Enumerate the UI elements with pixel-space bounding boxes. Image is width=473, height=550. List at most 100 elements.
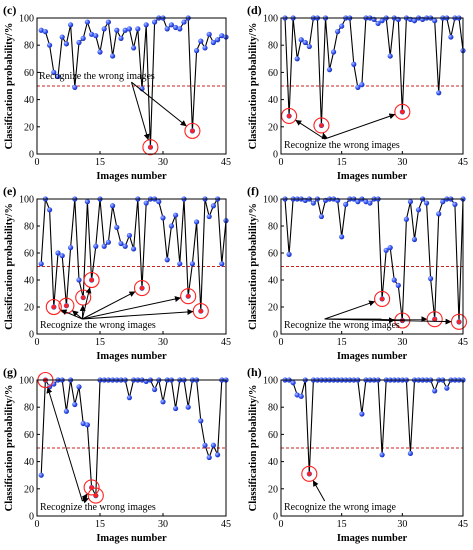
data-point [72,84,78,90]
data-point [206,31,212,37]
data-point [63,41,69,47]
data-point [395,282,401,288]
x-tick-label: 0 [35,157,40,168]
y-tick-label: 0 [29,330,34,341]
x-tick-label: 30 [158,519,168,530]
wrong-image-point [400,109,405,115]
wrong-image-point [64,303,69,308]
data-point [290,380,296,386]
data-point [383,247,389,253]
data-point [93,243,99,249]
annotation-arrow [60,309,83,320]
y-tick-label: 100 [19,14,34,25]
annotation-arrow [131,82,150,141]
data-point [173,212,179,218]
data-point [335,29,341,35]
annotation-arrow [295,119,325,140]
series-line [284,17,464,126]
data-point [415,207,422,213]
data-point [55,73,61,80]
data-point [80,420,86,427]
y-tick-label: 100 [263,195,278,206]
wrong-image-point [456,319,462,325]
y-tick-label: 0 [273,330,278,341]
data-point [164,257,170,263]
wrong-image-point [93,493,99,498]
data-point [351,61,357,67]
data-point [202,45,208,51]
series-line [40,378,226,498]
chart-panel: (g)Recognize the wrong images02040608010… [3,365,231,544]
data-point [84,422,90,428]
data-point [298,393,304,399]
y-tick-label: 100 [19,376,34,387]
data-point [375,20,381,27]
x-tick-label: 30 [397,157,407,168]
x-tick-label: 45 [458,157,468,168]
data-point [72,401,78,408]
plot-frame [36,198,227,335]
y-tick-label: 20 [24,484,34,495]
data-point [76,384,82,390]
chart-panel: (e)Recognize the wrong images02040608010… [3,184,231,362]
data-point [363,199,369,205]
data-point [89,31,95,37]
wrong-image-point [139,285,145,291]
y-tick-label: 80 [268,222,278,233]
x-tick-label: 45 [221,157,231,168]
plot-frame [280,17,464,155]
panel-label: (g) [3,365,17,379]
data-point [164,26,170,32]
y-tick-label: 20 [24,122,34,133]
data-point [428,276,434,282]
x-tick-label: 45 [458,519,468,530]
y-tick-label: 40 [268,457,278,468]
series-line [284,197,464,322]
annotation-text: Recognize the wrong images [39,71,155,82]
chart-panel: (d)Recognize the wrong images02040608010… [247,3,468,182]
data-point [114,27,120,33]
x-axis-label: Images number [337,533,408,544]
data-point [310,200,316,206]
y-tick-label: 20 [24,303,34,314]
x-tick-label: 45 [221,337,231,348]
wrong-image-point [198,308,203,314]
data-point [194,219,200,225]
x-tick-label: 15 [95,157,105,168]
data-point [294,392,300,398]
data-point [181,19,187,25]
x-axis-label: Images number [96,171,167,182]
y-tick-label: 40 [24,95,34,106]
data-point [173,24,179,31]
annotation-arrow [82,308,194,320]
data-point [302,39,308,46]
data-point [63,408,69,414]
y-tick-label: 0 [273,512,278,523]
data-point [168,223,174,229]
data-point [38,27,44,33]
x-tick-label: 15 [337,337,347,348]
wrong-image-point [307,471,312,477]
wrong-image-point [186,294,191,299]
y-tick-label: 20 [268,484,278,495]
x-axis-label: Images number [337,171,408,182]
data-point [156,199,162,205]
annotation-arrow [82,291,136,320]
panel-label: (h) [247,365,262,379]
data-point [432,18,438,24]
y-tick-label: 60 [24,249,34,260]
wrong-image-highlight [301,465,318,482]
data-point [330,49,337,55]
data-point [391,277,397,283]
data-point [84,199,90,205]
y-axis-label: Classification probability/% [248,203,259,330]
plot-frame [36,379,227,517]
data-point [105,19,111,25]
annotation-text: Recognize the wrong images [284,320,400,331]
panel-label: (d) [247,3,262,17]
data-point [379,18,385,24]
data-point [436,211,442,217]
data-point [411,236,418,243]
data-point [436,90,442,96]
